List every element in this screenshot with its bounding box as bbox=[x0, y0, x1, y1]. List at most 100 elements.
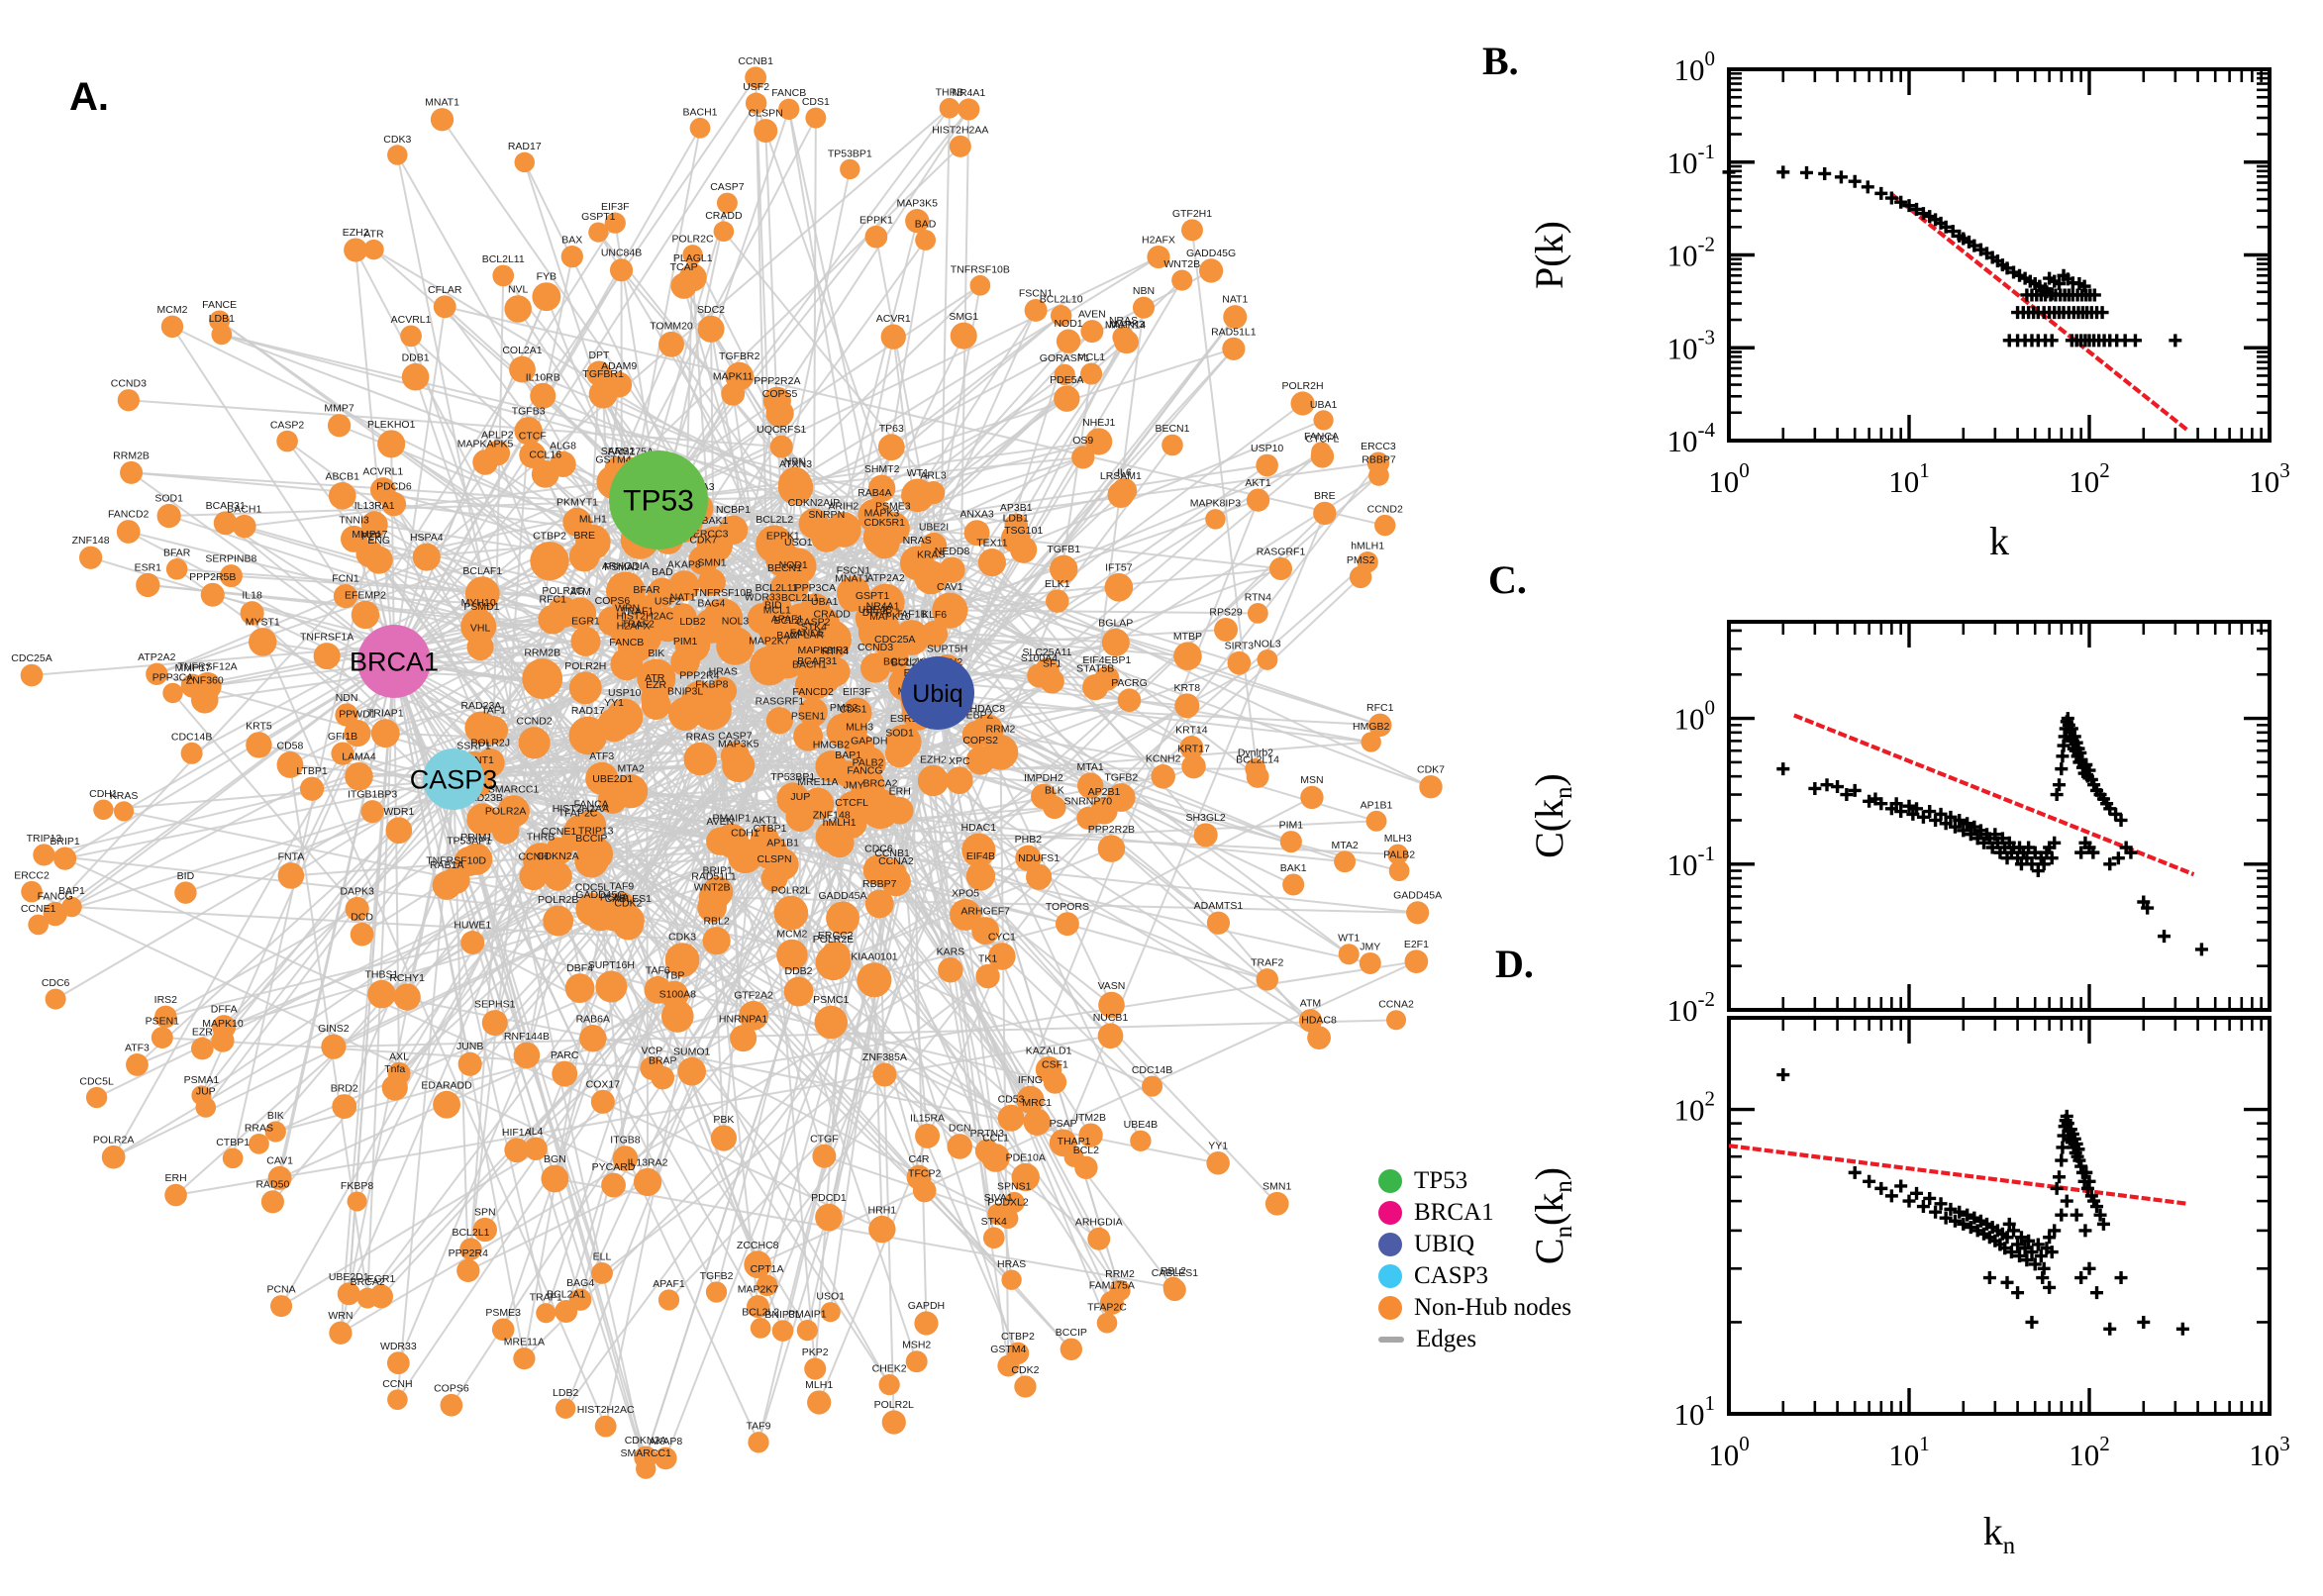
node-label: BNIP3L bbox=[764, 1309, 800, 1321]
network-node bbox=[351, 600, 380, 630]
node-label: ACVRL1 bbox=[362, 466, 403, 478]
node-label: RNF144B bbox=[504, 1031, 550, 1043]
data-point bbox=[1944, 1202, 1958, 1216]
network-node bbox=[246, 732, 272, 758]
network-node bbox=[1256, 968, 1279, 991]
hub-nodes: TP53 BRCA1 Ubiq CASP3 bbox=[350, 450, 974, 810]
network-node bbox=[393, 983, 421, 1011]
node-label: CTCFL bbox=[1306, 434, 1340, 446]
data-point bbox=[2000, 1231, 2014, 1245]
node-label: DAPK3 bbox=[340, 885, 374, 897]
node-label: MCL1 bbox=[1077, 351, 1105, 363]
network-node bbox=[377, 430, 406, 458]
network-edge bbox=[453, 682, 906, 780]
node-label: ARL3 bbox=[920, 470, 946, 482]
node-label: S100A4 bbox=[1021, 652, 1059, 664]
network-node bbox=[601, 1172, 626, 1198]
network-edge bbox=[932, 341, 1069, 494]
network-node bbox=[1001, 1269, 1022, 1290]
data-point bbox=[1948, 1214, 1962, 1228]
node-label: UBA1 bbox=[1310, 399, 1338, 411]
data-point bbox=[2082, 763, 2096, 777]
data-point bbox=[1982, 1271, 1996, 1285]
network-node bbox=[1227, 650, 1252, 675]
network-node bbox=[801, 787, 835, 821]
data-point bbox=[1848, 174, 1862, 188]
data-point bbox=[2074, 846, 2088, 859]
tick-label: 10-4 bbox=[1667, 418, 1716, 458]
network-node bbox=[1043, 795, 1066, 820]
network-edge bbox=[781, 692, 939, 1332]
network-node bbox=[1142, 1075, 1163, 1097]
network-node bbox=[344, 238, 368, 262]
network-node bbox=[756, 525, 794, 563]
network-node bbox=[1094, 665, 1120, 691]
network-edge bbox=[626, 108, 970, 633]
network-edge bbox=[937, 348, 1235, 694]
node-label: TAF6 bbox=[646, 965, 670, 977]
network-node bbox=[975, 963, 1000, 989]
node-label: MCM2 bbox=[157, 304, 188, 316]
node-label: TNFRSF10B bbox=[693, 587, 753, 599]
panel-b-label: B. bbox=[1482, 39, 1519, 83]
network-edge bbox=[959, 702, 1380, 727]
node-label: MYST1 bbox=[246, 617, 280, 629]
data-point bbox=[2141, 901, 2155, 915]
node-label: BCAP31 bbox=[797, 655, 837, 667]
node-label: ITM2B bbox=[1075, 1112, 1106, 1124]
network-node bbox=[1054, 385, 1080, 412]
node-label: E2F1 bbox=[1404, 939, 1429, 950]
network-node bbox=[568, 716, 608, 755]
network-node bbox=[1257, 648, 1278, 670]
node-label: PLEKHO1 bbox=[367, 419, 416, 431]
network-node bbox=[1388, 860, 1410, 881]
network-edge bbox=[168, 499, 659, 518]
data-point bbox=[2018, 1242, 2032, 1255]
node-label: IMPDH2 bbox=[1024, 772, 1063, 784]
node-label: HSPA4 bbox=[410, 532, 444, 544]
data-point bbox=[1874, 797, 1888, 811]
data-point bbox=[2086, 846, 2100, 859]
network-node bbox=[333, 583, 358, 609]
network-node bbox=[1080, 362, 1103, 385]
node-label: MCM2 bbox=[776, 928, 807, 940]
node-label: MMP7 bbox=[324, 403, 354, 415]
panel-c-label: C. bbox=[1488, 557, 1527, 602]
data-point bbox=[1800, 165, 1814, 179]
node-label: STAT5B bbox=[1076, 663, 1114, 675]
network-node bbox=[331, 742, 354, 765]
node-label: PMS2 bbox=[1347, 554, 1375, 566]
node-label: HIST2H2AC bbox=[616, 610, 673, 622]
network-node bbox=[609, 258, 634, 282]
node-label: SMG1 bbox=[949, 311, 978, 323]
network-node bbox=[1098, 991, 1125, 1019]
node-label: BECN1 bbox=[1155, 423, 1189, 435]
node-label: PPP2R2A bbox=[754, 375, 800, 387]
node-label: TP53BP1 bbox=[828, 148, 872, 159]
network-node bbox=[641, 683, 669, 712]
network-node bbox=[756, 1274, 778, 1297]
node-label: TGFBR2 bbox=[719, 350, 760, 362]
network-node bbox=[1004, 513, 1029, 538]
network-node bbox=[370, 719, 400, 748]
network-edge bbox=[271, 660, 395, 1203]
node-label: APLP2 bbox=[481, 429, 514, 441]
network-node bbox=[113, 801, 135, 822]
network-edge bbox=[289, 763, 801, 819]
node-label: IL15RA bbox=[910, 1112, 945, 1124]
scatter-points bbox=[1776, 712, 2208, 956]
network-node bbox=[769, 435, 793, 458]
node-label: NRAS bbox=[903, 535, 932, 547]
node-label: EZH2 bbox=[343, 227, 369, 239]
node-label: CCNB1 bbox=[874, 848, 910, 859]
network-node bbox=[1163, 1278, 1186, 1302]
network-node bbox=[1279, 831, 1302, 853]
network-edge bbox=[453, 778, 830, 1219]
node-label: AKT1 bbox=[1245, 477, 1270, 489]
node-label: MLH1 bbox=[579, 513, 607, 525]
legend-item-non-hub-nodes: Non-Hub nodes bbox=[1378, 1294, 1571, 1321]
network-edge bbox=[201, 778, 454, 1049]
tick-label: 10-1 bbox=[1667, 842, 1716, 882]
node-label: SMARCC1 bbox=[488, 784, 540, 796]
node-label: RRM2 bbox=[986, 723, 1016, 735]
